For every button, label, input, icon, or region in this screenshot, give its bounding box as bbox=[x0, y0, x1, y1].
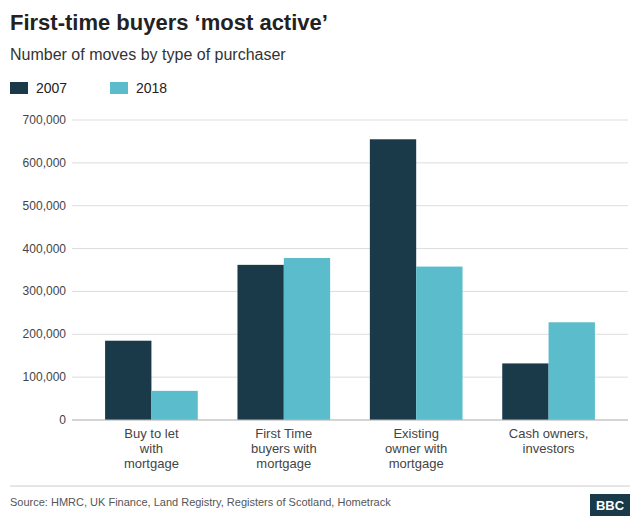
bar bbox=[237, 265, 283, 420]
y-tick-label: 200,000 bbox=[23, 327, 67, 341]
x-tick-label: Existingowner withmortgage bbox=[385, 426, 447, 471]
grid-line bbox=[72, 205, 628, 206]
bars bbox=[105, 139, 595, 420]
logo-box bbox=[590, 494, 630, 516]
grid-line bbox=[72, 291, 628, 292]
y-tick-label: 500,000 bbox=[23, 199, 67, 213]
legend-label: 2007 bbox=[36, 80, 67, 96]
x-tick-label: Cash owners,investors bbox=[509, 426, 588, 456]
legend: 2007 2018 bbox=[10, 80, 167, 96]
grid-line bbox=[72, 120, 628, 121]
legend-swatch bbox=[110, 82, 128, 94]
bar bbox=[151, 391, 197, 420]
x-tick-label: Buy to letwithmortgage bbox=[124, 426, 179, 471]
grid-line bbox=[72, 420, 628, 421]
y-tick-label: 400,000 bbox=[23, 242, 67, 256]
y-tick-label: 600,000 bbox=[23, 156, 67, 170]
bar bbox=[105, 341, 151, 420]
y-axis: 0 100,000 200,000 300,000 400,000 500,000 600,… bbox=[23, 113, 628, 427]
y-tick-label: 0 bbox=[59, 413, 66, 427]
y-tick-label: 100,000 bbox=[23, 370, 67, 384]
x-axis-line bbox=[72, 420, 628, 421]
grid-line bbox=[72, 162, 628, 163]
grid-line bbox=[72, 248, 628, 249]
legend-swatch bbox=[10, 82, 28, 94]
y-tick-label: 700,000 bbox=[23, 113, 67, 127]
chart: First-time buyers ‘most active’ Number of… bbox=[0, 0, 640, 524]
bar bbox=[502, 363, 548, 420]
bar bbox=[416, 267, 462, 420]
logo: BBC bbox=[590, 494, 630, 516]
bar bbox=[284, 258, 330, 420]
logo-text: BBC bbox=[596, 498, 625, 513]
bar bbox=[549, 322, 595, 420]
source: Source: HMRC, UK Finance, Land Registry,… bbox=[10, 496, 391, 508]
x-axis: Buy to letwithmortgage First Timebuyers w… bbox=[124, 426, 588, 471]
legend-label: 2018 bbox=[136, 80, 167, 96]
y-tick-label: 300,000 bbox=[23, 284, 67, 298]
bar bbox=[370, 139, 416, 420]
x-tick-label: First Timebuyers withmortgage bbox=[251, 426, 317, 471]
title: First-time buyers ‘most active’ bbox=[10, 10, 328, 35]
footer-rule bbox=[10, 486, 630, 487]
subtitle: Number of moves by type of purchaser bbox=[10, 46, 286, 63]
grid-line bbox=[72, 334, 628, 335]
